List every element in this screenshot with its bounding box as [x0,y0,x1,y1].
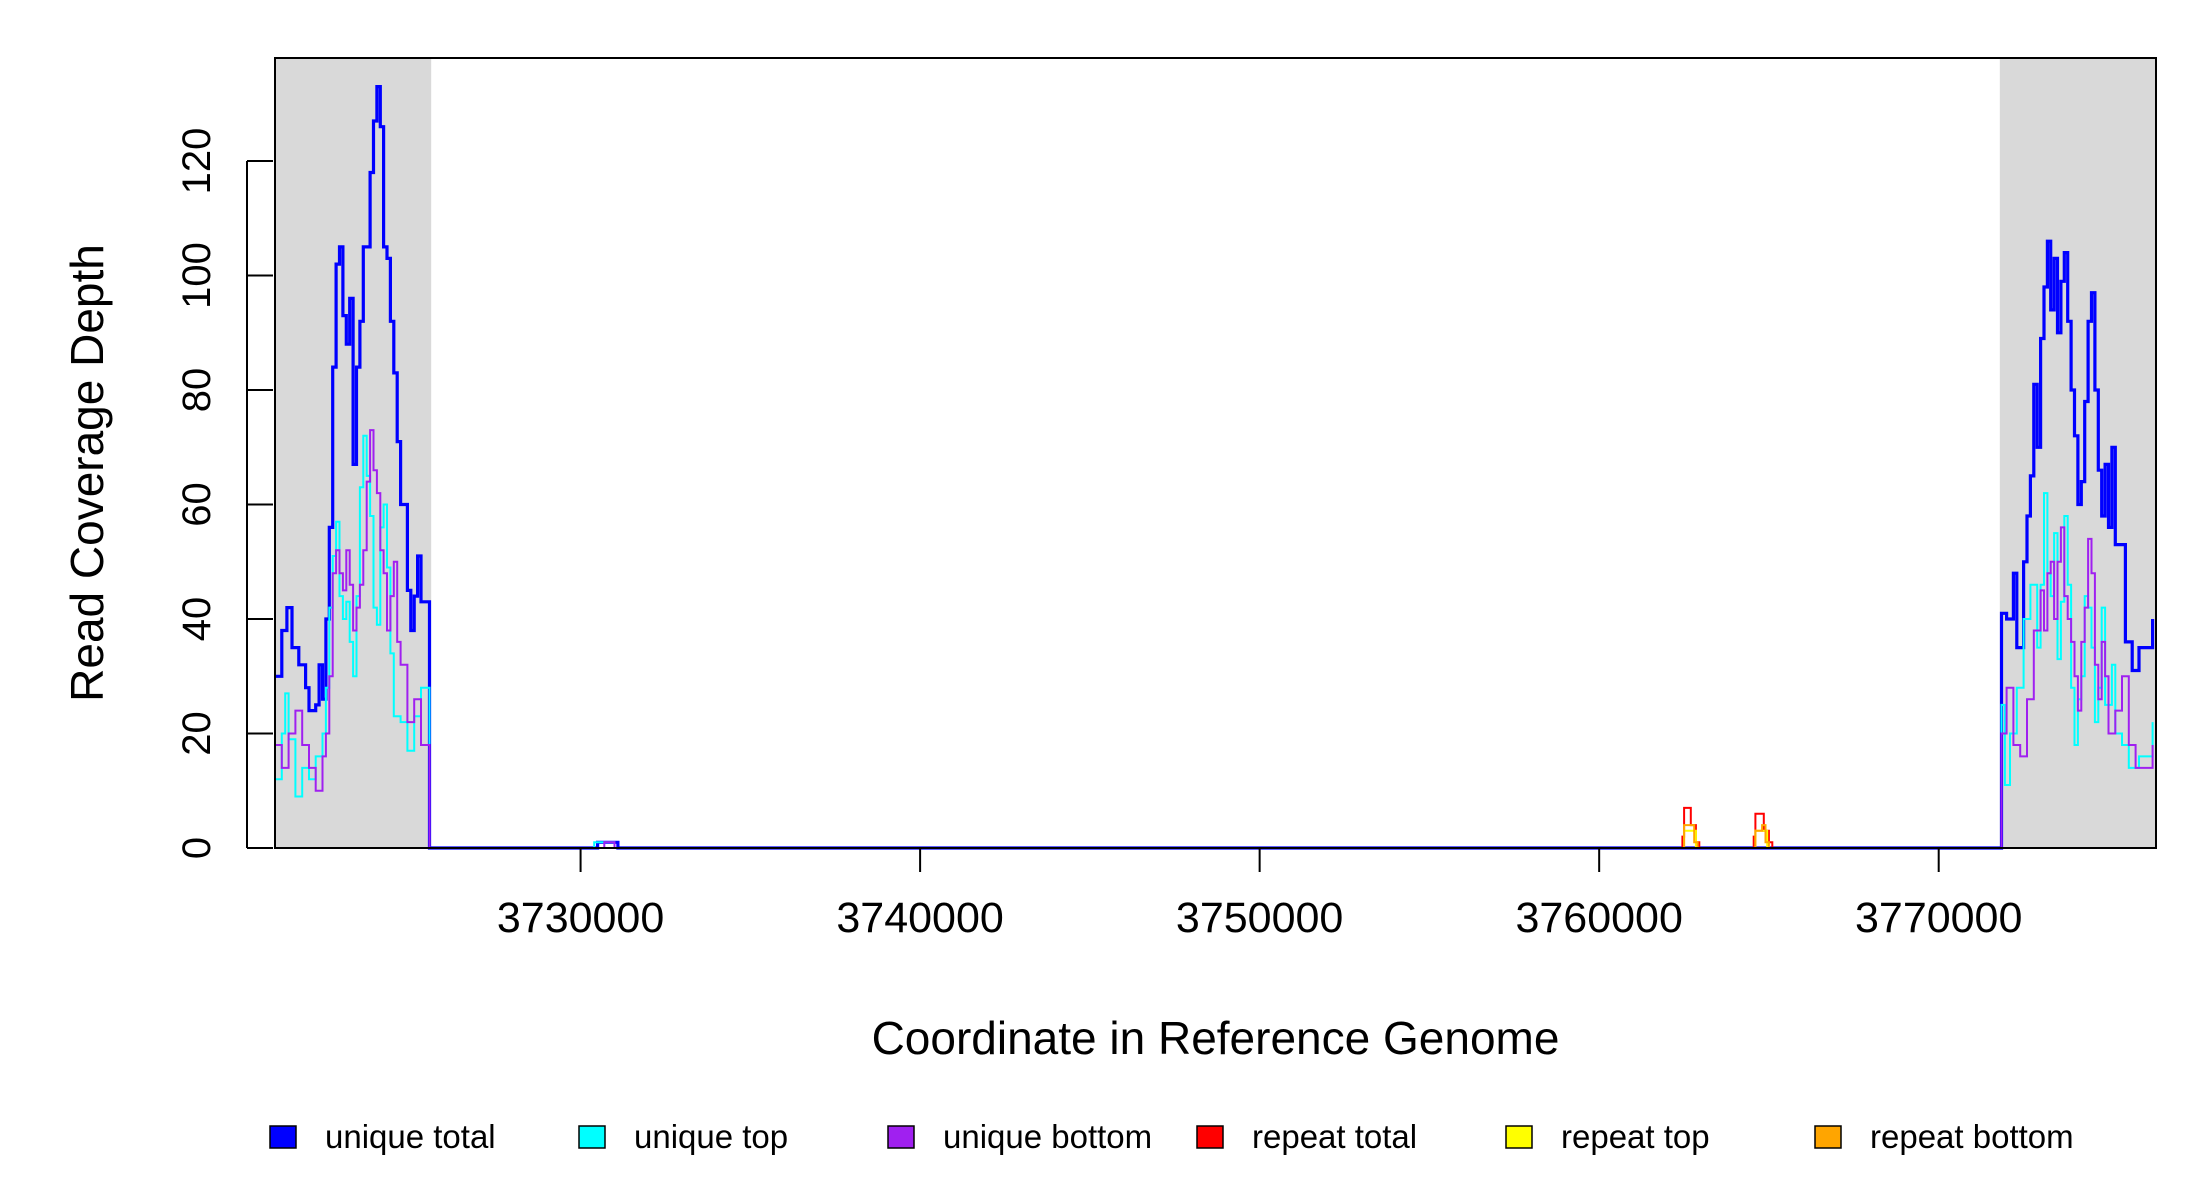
legend: unique total unique top unique bottom repea… [269,1118,2074,1155]
series-line-repeat-top [275,829,2156,849]
y-tick-label: 40 [175,597,219,642]
series-line-repeat-bottom [275,824,2156,849]
x-axis: 3730000 3740000 3750000 3760000 3770000 [497,848,2022,942]
plot-frame [274,57,2157,849]
legend-label-unique-top: unique top [634,1118,788,1155]
series-lines [275,85,2156,850]
x-axis-title: Coordinate in Reference Genome [872,1012,1560,1064]
legend-swatch-repeat-total [1196,1125,1224,1149]
y-tick-label: 20 [175,711,219,756]
series-line-unique-bottom [275,429,2154,849]
series-line-unique-top [275,434,2154,849]
legend-label-unique-bottom: unique bottom [943,1118,1152,1155]
legend-swatch-unique-top [578,1125,606,1149]
legend-label-repeat-bottom: repeat bottom [1870,1118,2074,1155]
y-axis-title: Read Coverage Depth [61,244,113,702]
x-tick-label: 3730000 [497,894,664,942]
y-tick-label: 0 [175,837,219,859]
x-tick-label: 3740000 [836,894,1003,942]
shaded-regions [275,58,2156,848]
legend-swatch-repeat-bottom [1814,1125,1842,1149]
series-line-unique-total [275,85,2155,850]
legend-swatch-unique-bottom [887,1125,915,1149]
x-tick-label: 3770000 [1855,894,2022,942]
x-tick-label: 3760000 [1515,894,1682,942]
y-tick-label: 100 [175,242,219,309]
legend-label-repeat-total: repeat total [1252,1118,1417,1155]
legend-label-unique-total: unique total [325,1118,496,1155]
y-axis: 0 20 40 60 80 100 120 [175,128,273,859]
legend-swatch-repeat-top [1505,1125,1533,1149]
x-tick-label: 3750000 [1176,894,1343,942]
y-tick-label: 120 [175,128,219,195]
legend-swatch-unique-total [269,1125,297,1149]
y-tick-label: 80 [175,368,219,413]
legend-label-repeat-top: repeat top [1561,1118,1710,1155]
y-tick-label: 60 [175,482,219,527]
series-line-repeat-total [275,806,2156,849]
